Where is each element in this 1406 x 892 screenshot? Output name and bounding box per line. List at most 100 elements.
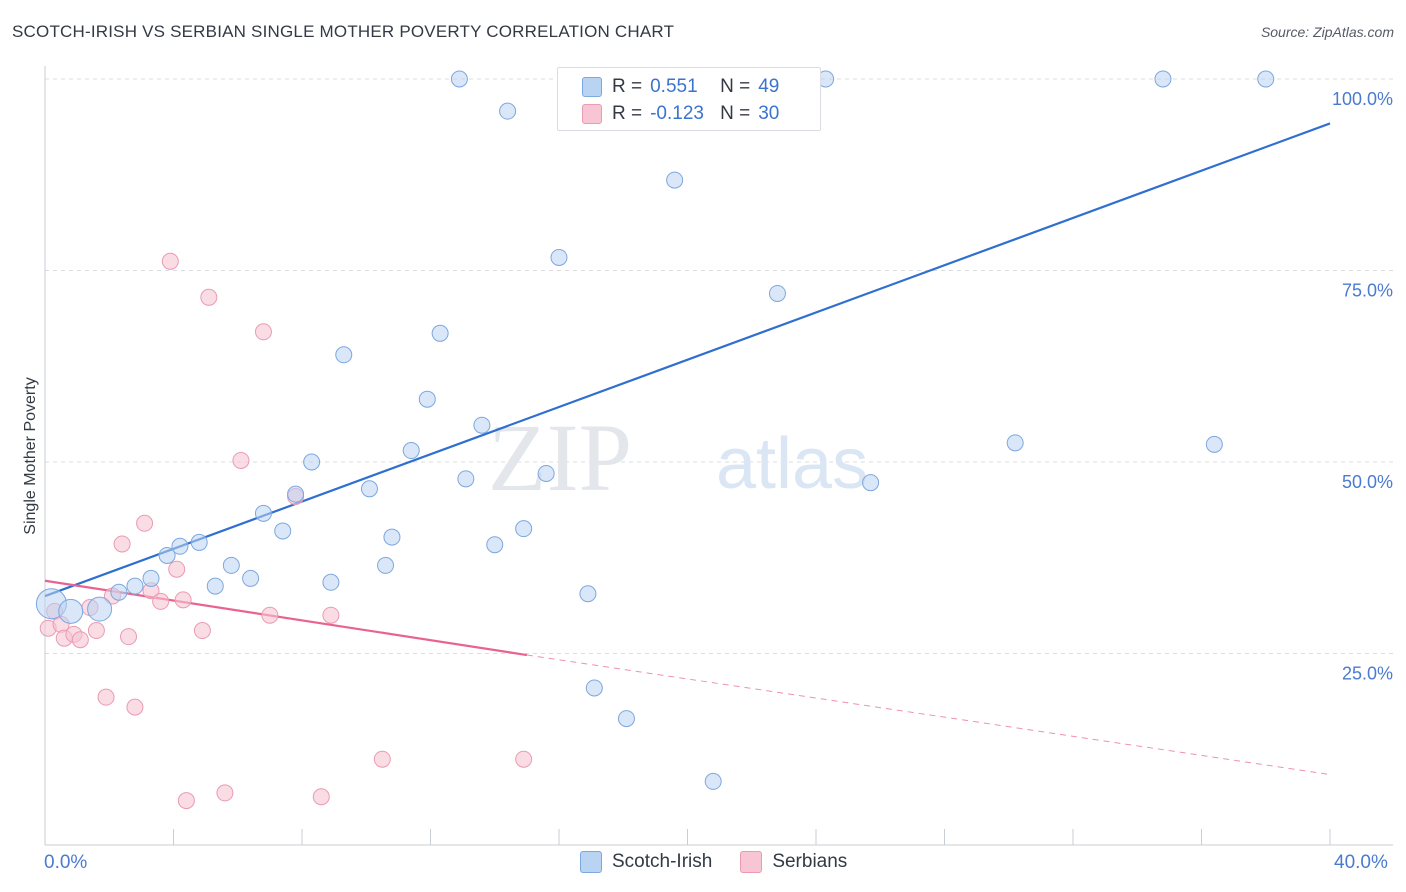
point-scotch-irish — [499, 102, 517, 120]
y-tick-labels: 25.0% 50.0% 75.0% 100.0% — [1332, 89, 1393, 684]
point-scotch-irish — [383, 528, 401, 546]
x-tick-max: 40.0% — [1334, 852, 1388, 873]
point-scotch-irish — [274, 522, 292, 540]
point-scotch-irish — [377, 556, 395, 574]
point-serbians — [216, 784, 234, 802]
point-scotch-irish — [704, 772, 722, 790]
correlation-legend: R = 0.551 N = 49 R = -0.123 N = 30 — [557, 67, 821, 131]
point-scotch-irish — [402, 442, 420, 460]
point-scotch-irish — [457, 470, 475, 488]
y-axis-label: Single Mother Poverty — [22, 377, 39, 534]
legend-row-serbians: R = -0.123 N = 30 — [582, 102, 779, 126]
point-scotch-irish — [1006, 434, 1024, 452]
point-serbians — [177, 792, 195, 810]
point-serbians — [168, 560, 186, 578]
point-scotch-irish — [142, 569, 160, 587]
point-scotch-irish — [768, 284, 786, 302]
x-tick-min: 0.0% — [44, 852, 88, 873]
point-scotch-irish — [666, 171, 684, 189]
point-serbians — [113, 535, 131, 553]
point-scotch-irish — [126, 577, 144, 595]
point-serbians — [373, 750, 391, 768]
trend-lines — [44, 122, 1331, 776]
y-tick-label: 100.0% — [1332, 89, 1393, 109]
watermark-atlas: atlas — [716, 424, 868, 504]
point-scotch-irish — [537, 464, 555, 482]
legend-swatch-blue — [582, 77, 602, 97]
legend-r-label: R = — [612, 103, 643, 124]
point-serbians — [152, 592, 170, 610]
point-scotch-irish — [110, 583, 128, 601]
legend-swatch-pink — [740, 851, 763, 873]
point-scotch-irish — [206, 577, 224, 595]
point-scotch-irish — [322, 573, 340, 591]
point-scotch-irish — [862, 474, 880, 492]
point-scotch-irish — [473, 416, 491, 434]
point-scotch-irish — [418, 390, 436, 408]
watermark-zip: ZIP — [488, 404, 632, 511]
point-scotch-irish — [58, 598, 84, 624]
y-tick-label: 50.0% — [1342, 472, 1393, 492]
point-serbians — [97, 688, 115, 706]
point-scotch-irish — [360, 480, 378, 498]
point-scotch-irish — [431, 324, 449, 342]
point-serbians — [161, 252, 179, 270]
trend-line-serbians-extrapolated — [526, 654, 1331, 776]
point-serbians — [312, 788, 330, 806]
point-serbians — [193, 622, 211, 640]
legend-swatch-pink — [582, 104, 602, 124]
axes — [44, 66, 1393, 846]
point-scotch-irish — [287, 485, 305, 503]
point-serbians — [261, 606, 279, 624]
y-tick-label: 25.0% — [1342, 664, 1393, 684]
legend-label-serbians: Serbians — [772, 851, 848, 872]
point-scotch-irish — [1205, 435, 1223, 453]
legend-n-label: N = — [720, 103, 751, 124]
legend-n-value: 49 — [758, 76, 780, 97]
legend-label-scotch-irish: Scotch-Irish — [612, 851, 713, 872]
point-scotch-irish — [1257, 70, 1275, 88]
point-scotch-irish — [515, 520, 533, 538]
point-scotch-irish — [1154, 70, 1172, 88]
point-serbians — [87, 622, 105, 640]
point-serbians — [136, 514, 154, 532]
point-scotch-irish — [550, 248, 568, 266]
point-scotch-irish — [335, 346, 353, 364]
point-scotch-irish — [617, 710, 635, 728]
point-scotch-irish — [222, 556, 240, 574]
point-serbians — [126, 698, 144, 716]
grid-lines — [45, 78, 1393, 654]
trend-line-scotch-irish — [44, 122, 1331, 598]
point-serbians — [120, 628, 138, 646]
legend-row-scotch-irish: R = 0.551 N = 49 — [582, 75, 779, 99]
data-points — [35, 70, 1275, 810]
point-scotch-irish — [585, 679, 603, 697]
point-scotch-irish — [158, 546, 176, 564]
point-scotch-irish — [579, 585, 597, 603]
point-scotch-irish — [242, 569, 260, 587]
point-serbians — [515, 750, 533, 768]
legend-item-serbians: Serbians — [740, 851, 847, 873]
point-serbians — [174, 591, 192, 609]
legend-n-label: N = — [720, 76, 751, 97]
legend-r-value: 0.551 — [650, 76, 698, 97]
legend-n-value: 30 — [758, 103, 780, 124]
point-scotch-irish — [87, 596, 113, 622]
point-serbians — [232, 451, 250, 469]
legend-r-label: R = — [612, 76, 643, 97]
legend-item-scotch-irish: Scotch-Irish — [580, 851, 712, 873]
point-scotch-irish — [303, 453, 321, 471]
source-label: Source: ZipAtlas.com — [1260, 24, 1394, 40]
watermark: ZIP atlas — [488, 404, 868, 511]
point-serbians — [71, 631, 89, 649]
series-legend: Scotch-Irish Serbians — [580, 851, 875, 873]
point-scotch-irish — [450, 70, 468, 88]
point-scotch-irish — [254, 504, 272, 522]
chart-title: SCOTCH-IRISH VS SERBIAN SINGLE MOTHER PO… — [12, 22, 675, 41]
point-scotch-irish — [486, 536, 504, 554]
point-serbians — [200, 288, 218, 306]
legend-swatch-blue — [580, 851, 602, 873]
point-serbians — [322, 606, 340, 624]
legend-r-value: -0.123 — [650, 103, 704, 124]
